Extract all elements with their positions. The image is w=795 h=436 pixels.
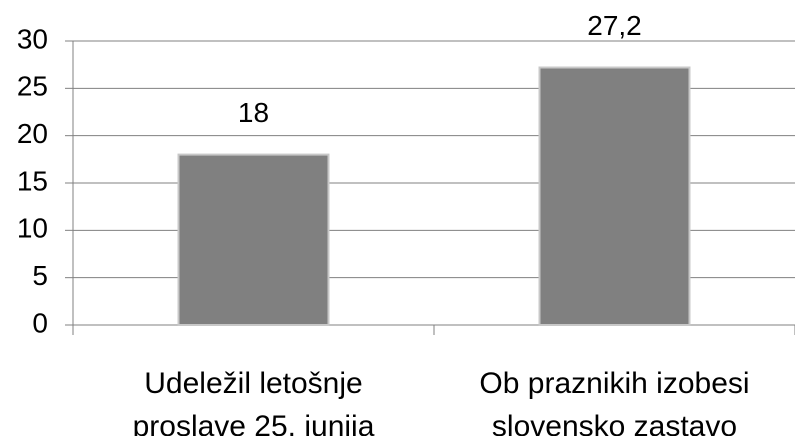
y-tick-label: 5	[32, 260, 48, 291]
data-label: 18	[238, 97, 269, 128]
y-tick-label: 30	[17, 23, 48, 54]
x-tick-label: Udeležil letošnje proslave 25. junija	[132, 367, 375, 436]
bar	[538, 66, 691, 327]
y-tick-label: 10	[17, 213, 48, 244]
y-tick-label: 15	[17, 165, 48, 196]
bar	[177, 153, 330, 326]
y-tick-label: 25	[17, 71, 48, 102]
x-tick-label: Ob praznikih izobesi slovensko zastavo	[479, 367, 750, 436]
y-tick-label: 0	[32, 307, 48, 338]
y-tick-label: 20	[17, 118, 48, 149]
data-label: 27,2	[587, 10, 642, 41]
